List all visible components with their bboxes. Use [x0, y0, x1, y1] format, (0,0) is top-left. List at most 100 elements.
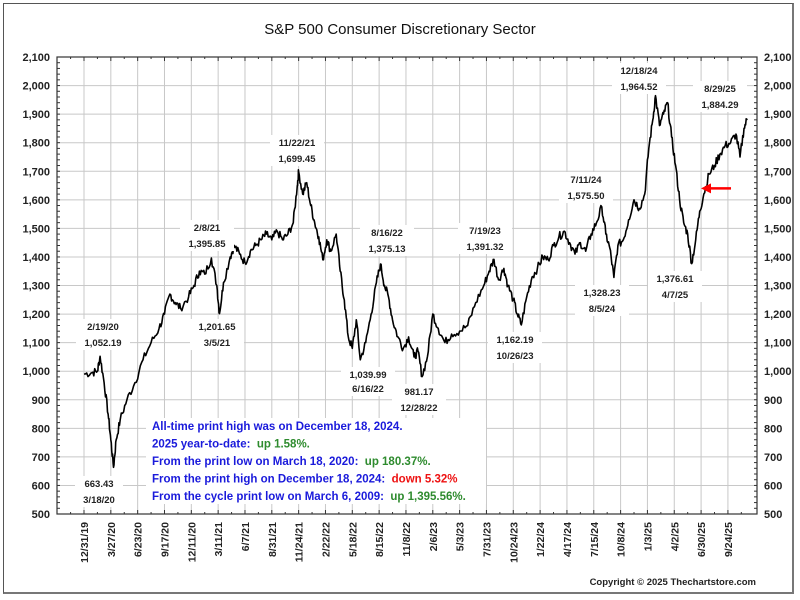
- annotation-bg: [575, 285, 629, 316]
- annotation-value: 1,039.99: [350, 370, 387, 381]
- annotation-11-22-21: 11/22/21 1,699.45: [270, 135, 324, 166]
- annotation-bg: [341, 367, 395, 396]
- x-tick-label: 10/24/23: [508, 522, 520, 563]
- x-tick-label: 2/6/23: [428, 522, 440, 551]
- x-tick-label: 3/11/21: [213, 522, 225, 557]
- annotation-bg: [458, 223, 512, 254]
- x-tick-label: 1/3/25: [642, 522, 654, 551]
- y-tick-label-left: 1,200: [22, 309, 50, 321]
- note-segment: From the print high on December 18, 2024…: [152, 474, 392, 486]
- note-line: From the print low on March 18, 2020: up…: [152, 456, 431, 468]
- annotations: 2/19/20 1,052.19 663.43 3/18/20 2/8/21 1,395.…: [75, 63, 747, 507]
- x-tick-label: 1/22/24: [535, 522, 547, 557]
- annotation-7-11-24: 7/11/24 1,575.50: [559, 172, 613, 203]
- y-tick-label-right: 600: [764, 480, 782, 492]
- x-tick-label: 6/23/20: [133, 522, 145, 557]
- annotation-date: 8/16/22: [371, 228, 403, 239]
- annotation-bg: [190, 319, 244, 350]
- note-segment: up 1.58%.: [257, 439, 310, 451]
- annotation-date: 3/18/20: [83, 495, 115, 506]
- annotation-value: 1,395.85: [189, 239, 227, 250]
- x-tick-label: 5/18/22: [347, 522, 359, 557]
- note-segment: From the print low on March 18, 2020:: [152, 456, 365, 468]
- y-tick-label-left: 600: [32, 480, 50, 492]
- annotation-bg: [180, 220, 234, 251]
- y-tick-label-left: 1,000: [22, 366, 50, 378]
- annotation-6-16-22: 1,039.99 6/16/22: [341, 367, 395, 396]
- x-tick-label: 6/7/21: [240, 522, 252, 551]
- annotation-4-7-25: 1,376.61 4/7/25: [648, 271, 702, 302]
- y-tick-label-right: 1,300: [764, 281, 792, 293]
- x-tick-label: 8/15/22: [374, 522, 386, 557]
- y-tick-label-left: 900: [32, 395, 50, 407]
- y-tick-label-right: 1,500: [764, 223, 792, 235]
- annotation-value: 1,964.52: [621, 82, 658, 93]
- y-tick-label-right: 2,000: [764, 81, 792, 93]
- chart-title: S&P 500 Consumer Discretionary Sector: [264, 21, 536, 38]
- x-tick-label: 11/24/21: [294, 522, 306, 562]
- y-tick-label-left: 1,100: [22, 338, 50, 350]
- annotation-date: 7/19/23: [469, 226, 501, 237]
- y-tick-label-left: 2,000: [22, 81, 50, 93]
- annotation-value: 1,375.13: [369, 244, 406, 255]
- y-tick-label-left: 2,100: [22, 52, 50, 64]
- notes-box: All-time print high was on December 18, …: [146, 418, 486, 504]
- x-tick-label: 2/22/22: [320, 522, 332, 557]
- annotation-7-19-23: 7/19/23 1,391.32: [458, 223, 512, 254]
- annotation-bg: [360, 225, 414, 256]
- note-segment: up 1,395.56%.: [390, 491, 465, 503]
- annotation-10-26-23: 1,162.19 10/26/23: [488, 332, 542, 363]
- annotation-date: 10/26/23: [497, 351, 534, 362]
- y-tick-label-right: 1,200: [764, 309, 792, 321]
- annotation-bg: [693, 81, 747, 112]
- x-tick-label: 7/31/23: [481, 522, 493, 557]
- annotation-value: 1,376.61: [657, 274, 695, 285]
- y-tick-label-right: 700: [764, 452, 782, 464]
- price-series: [83, 94, 748, 469]
- y-tick-label-right: 1,400: [764, 252, 792, 264]
- annotation-date: 3/5/21: [204, 338, 231, 349]
- y-tick-label-left: 1,700: [22, 166, 50, 178]
- annotation-value: 663.43: [84, 479, 113, 490]
- annotation-value: 1,699.45: [279, 154, 317, 165]
- y-tick-label-right: 2,100: [764, 52, 792, 64]
- annotation-value: 1,575.50: [568, 191, 605, 202]
- note-segment: All-time print high was on December 18, …: [152, 421, 403, 433]
- annotation-bg: [488, 332, 542, 363]
- annotation-value: 1,201.65: [199, 322, 237, 333]
- y-tick-label-right: 500: [764, 509, 782, 521]
- annotation-value: 981.17: [404, 387, 433, 398]
- y-tick-label-left: 1,300: [22, 281, 50, 293]
- y-tick-label-right: 1,700: [764, 166, 792, 178]
- x-tick-label: 9/17/20: [159, 522, 171, 557]
- annotation-value: 1,328.23: [584, 288, 621, 299]
- note-line: All-time print high was on December 18, …: [152, 421, 403, 433]
- annotation-bg: [75, 476, 123, 507]
- note-line: From the print high on December 18, 2024…: [152, 474, 457, 486]
- annotation-bg: [392, 384, 446, 415]
- y-tick-label-left: 700: [32, 452, 50, 464]
- annotation-date: 7/11/24: [570, 175, 602, 186]
- y-tick-label-right: 800: [764, 423, 782, 435]
- x-tick-label: 5/3/23: [455, 522, 467, 551]
- y-tick-label-left: 1,900: [22, 109, 50, 121]
- annotation-date: 8/29/25: [704, 84, 736, 95]
- x-tick-label: 6/30/25: [696, 522, 708, 557]
- x-tick-label: 7/15/24: [589, 522, 601, 557]
- y-tick-label-right: 1,100: [764, 338, 792, 350]
- annotation-date: 2/8/21: [194, 223, 221, 234]
- y-tick-label-left: 800: [32, 423, 50, 435]
- note-line: From the cycle print low on March 6, 200…: [152, 491, 466, 503]
- annotation-3-18-20: 663.43 3/18/20: [75, 476, 123, 507]
- x-tick-label: 12/31/19: [79, 522, 91, 563]
- note-line: 2025 year-to-date: up 1.58%.: [152, 439, 310, 451]
- x-tick-label: 4/17/24: [562, 522, 574, 557]
- notes-bg: [146, 418, 486, 504]
- annotation-date: 12/28/22: [401, 403, 438, 414]
- x-tick-label: 8/31/21: [267, 522, 279, 557]
- y-tick-label-right: 1,800: [764, 138, 792, 150]
- note-segment: up 180.37%.: [365, 456, 431, 468]
- y-tick-label-left: 1,800: [22, 138, 50, 150]
- annotation-bg: [648, 271, 702, 302]
- y-tick-label-right: 1,900: [764, 109, 792, 121]
